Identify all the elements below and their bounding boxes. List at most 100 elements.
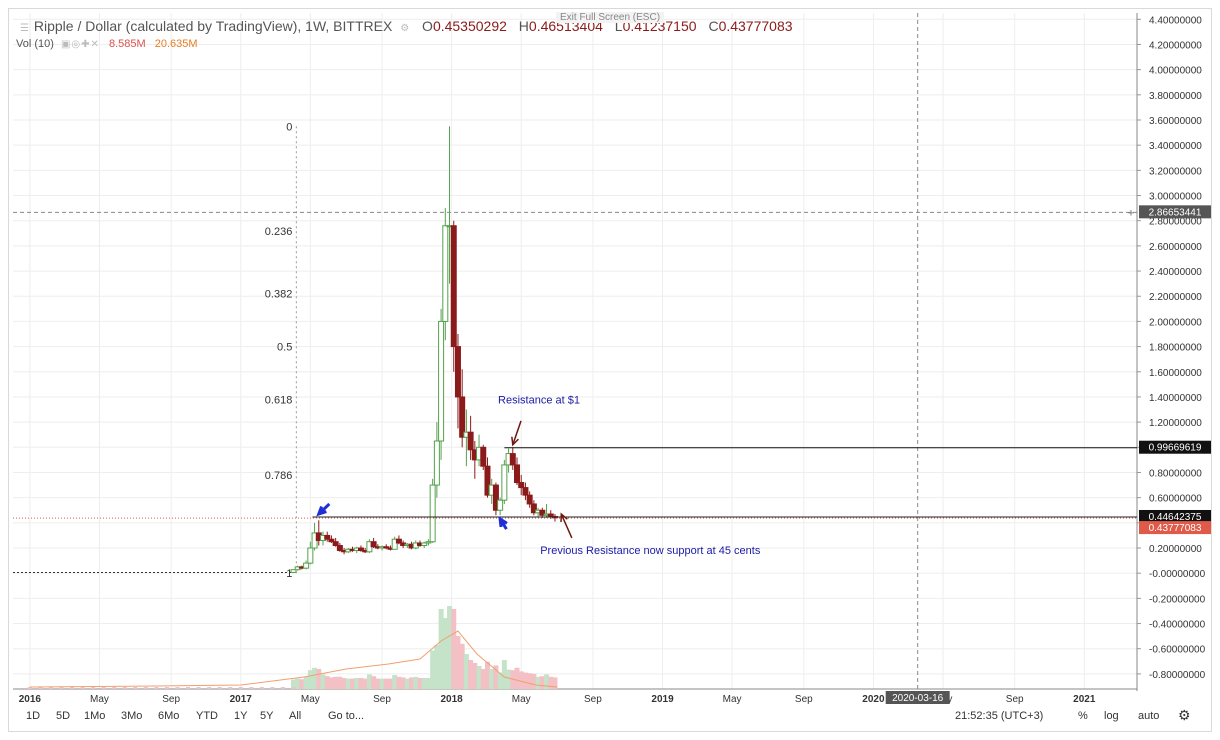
y-tick-label: 4.20000000 xyxy=(1149,40,1202,51)
candle-body xyxy=(425,541,432,544)
volume-bar xyxy=(404,678,410,689)
range-6mo-button[interactable]: 6Mo xyxy=(158,710,180,722)
range-1d-button[interactable]: 1D xyxy=(26,710,41,722)
volume-bar xyxy=(316,669,322,689)
range-5d-button[interactable]: 5D xyxy=(56,710,71,722)
volume-bar xyxy=(366,674,372,689)
volume-bar xyxy=(295,678,301,689)
percent-toggle[interactable]: % xyxy=(1078,710,1088,722)
price-label-box xyxy=(1139,509,1211,523)
annotation-support: Previous Resistance now support at 45 ce… xyxy=(540,545,761,557)
price-label-text: 0.43777083 xyxy=(1149,523,1202,534)
chart-header: ☰ Ripple / Dollar (calculated by Trading… xyxy=(16,18,801,34)
y-tick-label: 4.00000000 xyxy=(1149,66,1202,77)
y-tick-label: 1.80000000 xyxy=(1149,343,1202,354)
volume-bar xyxy=(379,678,385,689)
volume-bar xyxy=(175,687,180,689)
volume-bar xyxy=(358,678,364,689)
volume-bar xyxy=(238,687,243,689)
range-ytd-button[interactable]: YTD xyxy=(196,710,218,722)
settings-icon[interactable]: ⚙ xyxy=(400,23,411,34)
candle-body xyxy=(539,509,546,516)
candle-body xyxy=(421,542,428,546)
volume-bar xyxy=(518,671,524,689)
price-label-box xyxy=(1139,205,1211,219)
exit-fullscreen-button[interactable]: Exit Full Screen (ESC) xyxy=(556,12,665,23)
bottom-toolbar: 1D 5D 1Mo 3Mo 6Mo YTD 1Y 5Y All Go to...… xyxy=(8,705,1212,729)
symbol-title[interactable]: Ripple / Dollar (calculated by TradingVi… xyxy=(33,18,393,34)
price-chart[interactable]: 4.40000000 4.20000000 4.00000000 3.80000000… xyxy=(9,9,1213,733)
x-tick-label: May xyxy=(301,694,320,705)
annotation-resistance: Resistance at $1 xyxy=(498,394,580,406)
support-arrow xyxy=(560,513,573,539)
volume-bar xyxy=(341,678,347,689)
y-tick-label: 1.20000000 xyxy=(1149,418,1202,429)
auto-toggle[interactable]: auto xyxy=(1138,710,1160,722)
candle-body xyxy=(324,534,331,540)
volume-bar xyxy=(438,609,444,689)
y-tick-label: 0.80000000 xyxy=(1149,468,1202,479)
candle-body xyxy=(395,538,402,544)
range-3mo-button[interactable]: 3Mo xyxy=(121,710,143,722)
clock-time[interactable]: 21:52:35 (UTC+3) xyxy=(955,710,1044,722)
price-label-text: 0.44642375 xyxy=(1149,512,1202,523)
range-all-button[interactable]: All xyxy=(289,710,302,722)
volume-bar xyxy=(303,676,309,689)
volume-bar xyxy=(333,676,339,689)
range-1y-button[interactable]: 1Y xyxy=(234,710,248,722)
volume-bar xyxy=(27,687,32,689)
volume-bar xyxy=(196,687,201,689)
fib-level-label: 0.382 xyxy=(265,289,293,301)
volume-bar xyxy=(122,687,127,689)
y-tick-label: 3.00000000 xyxy=(1149,192,1202,203)
volume-bar xyxy=(544,674,550,689)
candle-body xyxy=(492,484,499,511)
y-tick-label: 2.80000000 xyxy=(1149,217,1202,228)
volume-bar xyxy=(434,645,440,689)
volume-bar xyxy=(207,687,212,689)
y-tick-label: 3.20000000 xyxy=(1149,166,1202,177)
volume-bar xyxy=(101,687,106,689)
x-tick-label: 2017 xyxy=(230,694,253,705)
fib-level-label: 0.618 xyxy=(265,394,293,406)
volume-controls-icon[interactable]: ▣◎✚✕ xyxy=(60,39,100,50)
volume-value: 8.585M xyxy=(108,38,146,50)
candle-body xyxy=(480,446,487,467)
candle-body xyxy=(522,487,529,496)
volume-bar xyxy=(70,687,75,689)
volume-bar xyxy=(328,677,334,689)
volume-bar xyxy=(48,687,53,689)
volume-bar xyxy=(493,665,499,689)
candle-body xyxy=(383,546,390,549)
gear-icon[interactable]: ⚙ xyxy=(1178,707,1191,723)
volume-bar xyxy=(400,677,406,689)
collapse-icon[interactable]: ☰ xyxy=(20,23,30,34)
y-tick-label: 2.40000000 xyxy=(1149,267,1202,278)
volume-bar xyxy=(522,672,528,689)
volume-bar xyxy=(354,678,360,689)
volume-bar xyxy=(497,672,503,689)
fib-level-label: 1 xyxy=(286,568,292,580)
y-tick-label: 2.20000000 xyxy=(1149,292,1202,303)
go-to-button[interactable]: Go to... xyxy=(328,710,365,722)
x-tick-label: 2018 xyxy=(441,694,464,705)
range-5y-button[interactable]: 5Y xyxy=(260,710,274,722)
log-toggle[interactable]: log xyxy=(1104,710,1119,722)
candle-body xyxy=(433,440,440,486)
y-tick-label: -0.80000000 xyxy=(1149,670,1206,681)
x-tick-label: 2020 xyxy=(862,694,885,705)
x-tick-label: 2021 xyxy=(1073,694,1096,705)
volume-bar xyxy=(291,687,296,689)
volume-bar xyxy=(468,660,474,689)
candle-body xyxy=(526,494,533,505)
y-tick-label: -0.00000000 xyxy=(1149,569,1206,580)
candle-body xyxy=(370,541,377,548)
candle-body xyxy=(442,225,449,322)
volume-bar xyxy=(186,687,191,689)
volume-bar xyxy=(527,673,533,689)
volume-bar xyxy=(539,676,545,689)
range-1mo-button[interactable]: 1Mo xyxy=(84,710,106,722)
x-tick-label: May xyxy=(512,694,531,705)
volume-bar xyxy=(548,676,554,689)
x-tick-label: 2016 xyxy=(19,694,42,705)
